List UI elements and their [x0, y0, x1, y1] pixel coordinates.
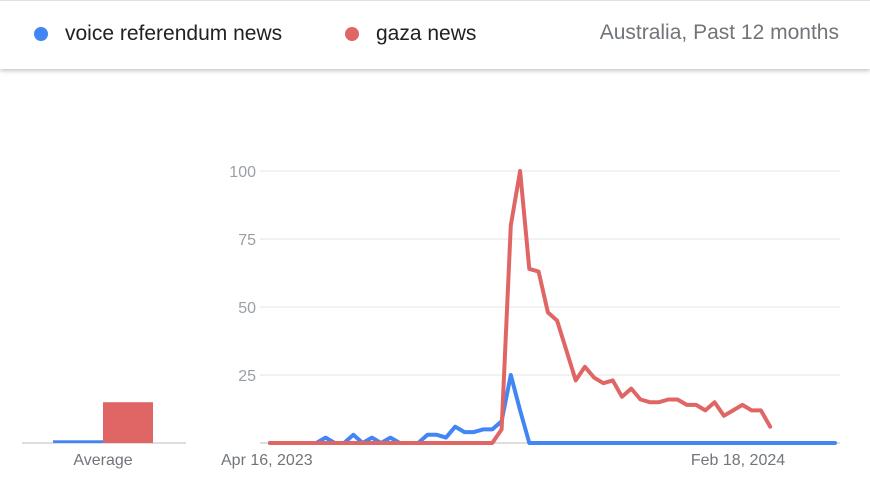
average-bar-1	[103, 402, 153, 443]
y-tick-label-50: 50	[238, 300, 256, 317]
legend-dot-blue	[34, 27, 48, 41]
x-axis-ticks: Apr 16, 2023 Feb 18, 2024	[221, 452, 785, 469]
average-bar-0	[53, 440, 103, 443]
legend-item-gaza-news[interactable]: gaza news	[345, 21, 476, 47]
legend-header: voice referendum news gaza news Australi…	[0, 0, 870, 69]
y-axis-ticks: 25 50 75 100	[229, 164, 256, 385]
y-tick-label-75: 75	[238, 232, 256, 249]
series-line-1	[268, 169, 773, 445]
legend-label: gaza news	[376, 22, 477, 45]
legend-item-voice-referendum[interactable]: voice referendum news	[34, 21, 282, 47]
legend-dot-red	[345, 27, 359, 41]
average-label: Average	[73, 452, 132, 469]
y-tick-label-25: 25	[238, 368, 256, 385]
average-panel: Average	[22, 402, 186, 469]
grid-lines	[260, 170, 840, 444]
legend-label: voice referendum news	[65, 22, 283, 45]
region-period-label: Australia, Past 12 months	[599, 21, 839, 44]
series-lines	[268, 169, 837, 445]
x-tick-label-start: Apr 16, 2023	[221, 452, 313, 469]
y-tick-label-100: 100	[229, 164, 256, 181]
x-tick-label-end: Feb 18, 2024	[691, 452, 785, 469]
